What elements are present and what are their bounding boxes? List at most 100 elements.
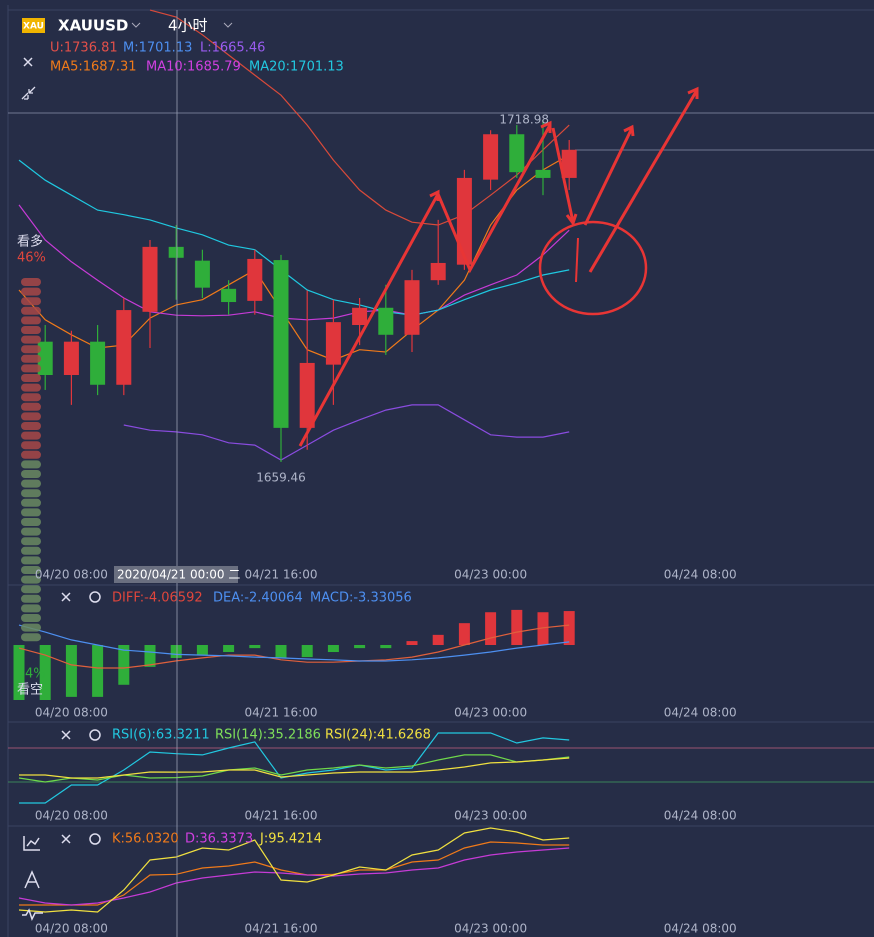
sentiment-pill: [21, 498, 41, 507]
bear-percent: 4%: [25, 667, 46, 682]
settings-icon[interactable]: [89, 591, 101, 603]
macd-bar: [354, 645, 366, 649]
dropdown-icon[interactable]: [131, 22, 141, 28]
settings-icon[interactable]: [89, 729, 101, 741]
close-icon[interactable]: [61, 592, 71, 602]
sentiment-widget: [21, 278, 41, 642]
macd-bar: [563, 611, 575, 645]
macd-bar: [65, 645, 77, 697]
arrow: [298, 193, 440, 447]
sentiment-pill: [21, 345, 41, 354]
indicator-icon[interactable]: [23, 836, 40, 851]
x-tick-label: 04/24 08:00: [664, 568, 737, 582]
x-tick-label: 04/23 00:00: [454, 809, 527, 823]
macd-bar: [327, 645, 339, 653]
sentiment-pill: [21, 508, 41, 517]
x-tick-label: 04/24 08:00: [664, 922, 737, 936]
candle-body: [456, 177, 472, 265]
macd-bar: [13, 645, 25, 700]
panel-controls: [22, 591, 101, 921]
sentiment-pill: [21, 441, 41, 450]
macd-bar: [380, 645, 392, 649]
candle-body: [37, 341, 53, 376]
legend-entry: K:56.0320: [112, 832, 179, 847]
candle-body: [404, 280, 420, 335]
legend-entry: RSI(24):41.6268: [325, 728, 431, 743]
legend-entry: L:1665.46: [200, 41, 265, 56]
symbol[interactable]: XAUUSD: [58, 17, 128, 35]
series-line: [123, 404, 570, 461]
series-line: [18, 159, 570, 316]
interval[interactable]: 4小时: [168, 17, 208, 35]
macd-bar: [485, 612, 497, 645]
arrow-head: [623, 124, 635, 137]
candle-body: [63, 341, 79, 376]
candle-body: [299, 362, 315, 428]
candle-body: [273, 260, 289, 428]
x-tick-label: 04/21 16:00: [245, 568, 318, 582]
arrow: [551, 127, 575, 223]
macd-bar: [537, 612, 549, 645]
sentiment-pill: [21, 278, 41, 286]
macd-bar: [92, 645, 104, 697]
sentiment-pill: [21, 546, 41, 555]
sentiment-pill: [21, 335, 41, 344]
macd-bar: [458, 623, 470, 645]
sentiment-pill: [21, 287, 41, 296]
plot-layer: [13, 9, 577, 913]
settings-icon[interactable]: [89, 833, 101, 845]
arrow: [575, 237, 579, 283]
series-line: [19, 757, 570, 779]
x-tick-label: 04/23 00:00: [454, 706, 527, 720]
legend-entry: D:36.3373: [185, 832, 253, 847]
sentiment-pill: [21, 402, 41, 411]
legend-entry: M:1701.13: [123, 41, 192, 56]
dropdown-icon[interactable]: [223, 22, 233, 28]
candle-body: [168, 246, 184, 258]
close-icon[interactable]: [61, 730, 71, 740]
arrow-head: [565, 213, 578, 227]
arrow: [583, 127, 634, 226]
sentiment-pill: [21, 326, 41, 334]
macd-bar: [118, 645, 130, 685]
legend-entry: DIFF:-4.06592: [112, 591, 203, 606]
candle-body: [194, 260, 210, 288]
candle-body: [116, 310, 132, 385]
x-tick-label: 04/21 16:00: [245, 706, 318, 720]
candle-body: [535, 169, 551, 178]
close-icon[interactable]: [61, 834, 71, 844]
series-line: [18, 624, 570, 662]
sentiment-pill: [21, 633, 41, 642]
arrow-head: [687, 86, 699, 99]
close-icon[interactable]: [23, 57, 33, 67]
legend-entry: U:1736.81: [50, 41, 118, 56]
candle-body: [561, 149, 577, 178]
series-line: [149, 9, 570, 226]
candle-body: [325, 322, 341, 365]
bear-label: 看空: [17, 682, 43, 698]
wave-icon[interactable]: [22, 908, 43, 921]
x-tick-label: 04/20 08:00: [35, 706, 108, 720]
sentiment-pill: [21, 470, 41, 478]
candle-body: [483, 134, 499, 180]
low-label: 1659.46: [256, 471, 306, 485]
sentiment-pill: [21, 374, 41, 382]
sentiment-pill: [21, 306, 41, 315]
series-line: [18, 204, 570, 321]
candle-body: [247, 258, 263, 301]
sentiment-pill: [21, 594, 41, 603]
macd-bar: [144, 645, 156, 667]
x-tick-label: 04/20 08:00: [35, 568, 108, 582]
candle-body: [430, 262, 446, 281]
x-tick-label: 04/23 00:00: [454, 922, 527, 936]
collapse-icon[interactable]: [21, 86, 36, 100]
x-tick-label: 04/21 16:00: [245, 809, 318, 823]
draw-icon[interactable]: [24, 870, 40, 889]
x-tick-label: 04/24 08:00: [664, 706, 737, 720]
x-tick-label: 04/20 08:00: [35, 809, 108, 823]
x-tick-label: 04/24 08:00: [664, 809, 737, 823]
macd-bar: [249, 645, 261, 649]
